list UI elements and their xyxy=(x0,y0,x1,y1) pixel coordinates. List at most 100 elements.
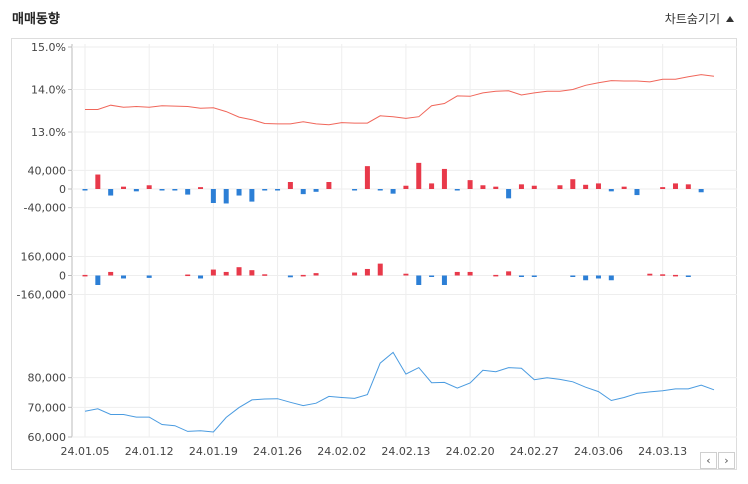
y-tick-label: 14.0% xyxy=(31,84,66,97)
y-tick-label: 15.0% xyxy=(31,41,66,54)
prev-page-button[interactable]: ‹ xyxy=(700,452,717,469)
sell-bar xyxy=(595,275,601,279)
buy-bar xyxy=(672,183,678,189)
sell-bar xyxy=(506,189,512,199)
buy-bar xyxy=(223,271,229,276)
buy-bar xyxy=(364,268,370,276)
buy-bar xyxy=(198,187,204,189)
sell-bar xyxy=(172,189,178,191)
y-tick-label: 0 xyxy=(59,270,66,283)
buy-bar xyxy=(685,184,691,189)
hide-chart-button[interactable]: 차트숨기기 xyxy=(665,10,734,27)
y-tick-label: 80,000 xyxy=(28,372,67,385)
sell-bar xyxy=(159,189,165,191)
sell-bar xyxy=(454,189,460,191)
sell-bar xyxy=(608,275,614,281)
sell-bar xyxy=(82,189,88,191)
sell-bar xyxy=(185,189,191,195)
sell-bar xyxy=(531,275,537,277)
sell-bar xyxy=(352,189,358,191)
buy-bar xyxy=(672,274,678,277)
sell-bar xyxy=(608,189,614,192)
x-tick-label: 24.02.13 xyxy=(381,445,430,458)
sell-bar xyxy=(146,275,152,278)
sell-bar xyxy=(108,189,114,196)
caret-up-icon xyxy=(726,15,734,22)
sell-bar xyxy=(249,189,255,202)
buy-bar xyxy=(262,274,268,276)
buy-bar xyxy=(326,182,332,189)
buy-bar xyxy=(557,185,563,189)
sell-bar xyxy=(685,275,691,277)
buy-bar xyxy=(416,162,422,189)
sell-bar xyxy=(698,189,704,193)
buy-bar xyxy=(518,184,524,189)
buy-bar xyxy=(660,274,666,276)
x-tick-label: 24.01.26 xyxy=(253,445,302,458)
sell-bar xyxy=(223,189,229,204)
buy-bar xyxy=(647,273,653,276)
buy-bar xyxy=(583,184,589,189)
y-tick-label: 13.0% xyxy=(31,126,66,139)
sell-bar xyxy=(198,275,204,279)
page-title: 매매동향 xyxy=(12,12,60,27)
buy-bar xyxy=(480,185,486,189)
buy-bar xyxy=(467,180,473,189)
buy-bar xyxy=(570,179,576,189)
buy-bar xyxy=(121,186,127,189)
sell-bar xyxy=(313,189,319,192)
buy-bar xyxy=(429,183,435,189)
buy-bar xyxy=(364,166,370,189)
x-tick-label: 24.02.02 xyxy=(317,445,366,458)
sell-bar xyxy=(441,275,447,285)
buy-bar xyxy=(108,271,114,276)
y-tick-label: 60,000 xyxy=(28,431,67,444)
x-tick-label: 24.03.06 xyxy=(574,445,623,458)
hide-chart-label: 차트숨기기 xyxy=(664,12,720,26)
buy-bar xyxy=(506,271,512,276)
buy-bar xyxy=(403,185,409,189)
y-tick-label: -40,000 xyxy=(24,202,66,215)
buy-bar xyxy=(210,269,216,276)
buy-bar xyxy=(236,267,242,276)
buy-bar xyxy=(621,186,627,189)
buy-bar xyxy=(249,270,255,276)
sell-bar xyxy=(300,189,306,195)
sell-bar xyxy=(518,275,524,277)
next-page-button[interactable]: › xyxy=(718,452,735,469)
sell-bar xyxy=(95,275,101,285)
y-tick-label: -160,000 xyxy=(17,289,66,302)
buy-bar xyxy=(377,263,383,276)
sell-bar xyxy=(416,275,422,285)
buy-bar xyxy=(185,274,191,277)
sell-bar xyxy=(210,189,216,203)
x-tick-label: 24.02.27 xyxy=(510,445,559,458)
sell-bar xyxy=(390,189,396,194)
buy-bar xyxy=(441,168,447,189)
sell-bar xyxy=(121,275,127,279)
buy-bar xyxy=(467,271,473,276)
buy-bar xyxy=(595,183,601,189)
sell-bar xyxy=(236,189,242,196)
buy-bar xyxy=(493,186,499,189)
buy-bar xyxy=(660,187,666,189)
y-tick-label: 70,000 xyxy=(28,401,67,414)
buy-bar xyxy=(454,271,460,276)
sell-bar xyxy=(583,275,589,281)
buy-bar xyxy=(95,174,101,189)
buy-bar xyxy=(82,274,88,277)
x-tick-label: 24.01.05 xyxy=(61,445,110,458)
buy-bar xyxy=(403,273,409,276)
sell-bar xyxy=(275,189,281,191)
ratio-series-line xyxy=(85,74,715,126)
buy-bar xyxy=(287,182,293,189)
sell-bar xyxy=(377,189,383,191)
sell-bar xyxy=(429,275,435,277)
sell-bar xyxy=(262,189,268,191)
buy-bar xyxy=(493,274,499,277)
price-series-line xyxy=(84,351,715,433)
buy-bar xyxy=(313,273,319,276)
buy-bar xyxy=(146,185,152,189)
y-tick-label: 0 xyxy=(59,183,66,196)
